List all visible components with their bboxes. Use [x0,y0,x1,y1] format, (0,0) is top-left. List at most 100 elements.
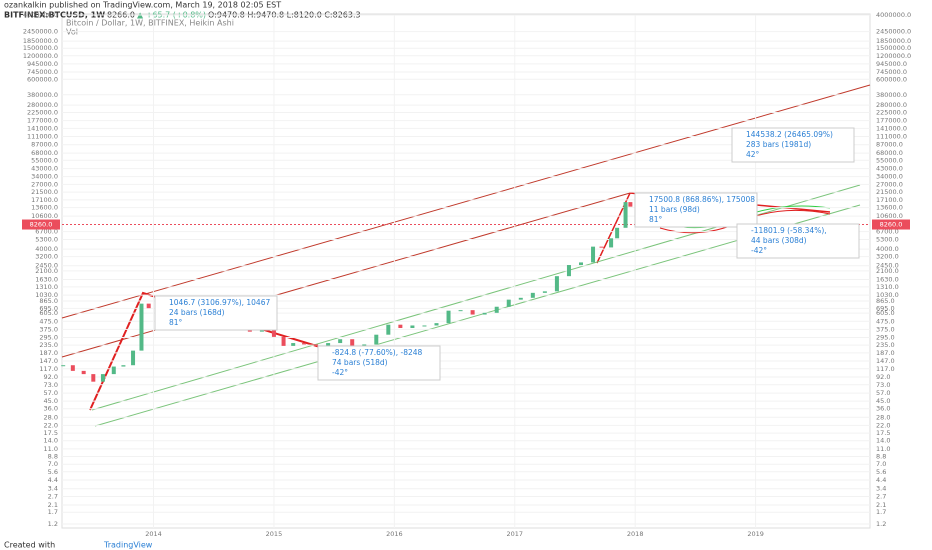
y-tick-label: 34000.0 [876,173,903,181]
y-tick-label: 141000.0 [876,124,907,132]
y-tick-label: 147.0 [876,357,895,365]
y-tick-label: 21500.0 [31,188,58,196]
y-tick-label: 68000.0 [876,149,903,157]
annotation-text: 144538.2 (26465.09%) [746,130,833,139]
y-tick-label: 10600.0 [876,212,903,220]
candle [314,344,319,346]
y-tick-label: 57.0 [44,389,58,397]
annotation-text: -11801.9 (-58.34%), [751,226,827,235]
y-tick-label: 147.0 [39,357,58,365]
candle [458,310,463,312]
candle [494,306,499,313]
y-tick-label: 1630.0 [35,276,58,284]
y-tick-label: 187.0 [39,349,58,357]
y-tick-label: 45.0 [876,397,890,405]
y-tick-label: 1.2 [48,520,58,528]
candle [628,202,633,207]
candle [131,350,136,366]
y-tick-label: 28.0 [876,413,890,421]
candle [326,343,331,346]
candle [446,310,451,324]
y-tick-label: 1.2 [876,520,886,528]
candle [530,292,535,298]
candle [70,365,75,371]
y-tick-label: 1200000.0 [876,52,911,60]
candle [259,329,264,332]
y-tick-label: 295.0 [876,333,895,341]
y-tick-label: 865.0 [39,297,58,305]
x-tick-label: 2017 [506,530,523,538]
candle [362,344,367,346]
y-tick-label: 13600.0 [31,204,58,212]
candle [422,325,427,327]
y-tick-label: 1500000.0 [876,44,911,52]
x-tick-label: 2016 [386,530,403,538]
y-tick-label: 73.0 [44,381,58,389]
candle [81,370,86,375]
channel-line [94,204,861,427]
y-tick-label: 43000.0 [31,165,58,173]
x-tick-label: 2014 [145,530,162,538]
candle [139,303,144,351]
y-tick-label: 117.0 [876,365,895,373]
y-tick-label: 1850000.0 [876,37,911,45]
y-tick-label: 605.0 [876,309,895,317]
y-tick-label: 3200.0 [35,253,58,261]
x-tick-label: 2018 [627,530,644,538]
candle [615,227,620,239]
annotation-text: 44 bars (308d) [751,236,807,245]
y-tick-label: 177000.0 [27,117,58,125]
candle [542,291,547,293]
y-tick-label: 5300.0 [35,236,58,244]
annotation-text: -824.8 (-77.60%), -8248 [332,348,423,357]
y-tick-label: 28.0 [44,413,58,421]
y-tick-label: 1.7 [48,508,58,516]
y-tick-label: 7.0 [876,460,886,468]
annotation-text: 11 bars (98d) [649,205,700,214]
candle [434,323,439,326]
y-tick-label: 600000.0 [27,75,58,83]
y-tick-label: 34000.0 [31,173,58,181]
candle [386,324,391,335]
annotation-text: 17500.8 (868.86%), 175008 [649,195,755,204]
candle [599,246,604,248]
y-tick-label: 177000.0 [876,117,907,125]
y-tick-label: 375.0 [39,325,58,333]
y-tick-label: 1850000.0 [23,37,58,45]
footer-created: Created with [4,541,55,550]
y-tick-label: 225000.0 [27,109,58,117]
footer-brand: TradingView [103,541,153,550]
y-tick-label: 695.0 [39,304,58,312]
annotation-text: -42° [332,368,348,377]
y-tick-label: 745000.0 [876,68,907,76]
y-tick-label: 17.5 [876,429,890,437]
candle [111,366,116,375]
candle [338,339,343,344]
y-tick-label: 14.0 [44,437,58,445]
y-tick-label: 187.0 [876,349,895,357]
y-tick-label: 8.8 [876,452,886,460]
y-tick-label: 111000.0 [27,132,58,140]
candle [410,325,415,328]
y-tick-label: 87000.0 [31,141,58,149]
annotation-text: 81° [649,215,663,224]
y-tick-label: 111000.0 [876,132,907,140]
y-tick-label: 36.0 [876,405,890,413]
y-tick-label: 2100.0 [876,267,899,275]
candle [374,334,379,345]
y-tick-label: 605.0 [39,309,58,317]
y-tick-label: 380000.0 [27,91,58,99]
x-tick-label: 2015 [266,530,283,538]
y-tick-label: 27000.0 [31,180,58,188]
candle [146,303,151,309]
y-tick-label: 380000.0 [876,91,907,99]
chart-title: Bitcoin / Dollar, 1W, BITFINEX, Heikin A… [66,19,234,28]
y-tick-label: 865.0 [876,297,895,305]
candle [100,374,105,382]
y-tick-label: 11.0 [44,445,58,453]
candle [506,299,511,307]
y-tick-label: 1.7 [876,508,886,516]
y-tick-label: 2.7 [876,493,886,501]
y-tick-label: 17100.0 [31,196,58,204]
y-tick-label: 1500000.0 [23,44,58,52]
